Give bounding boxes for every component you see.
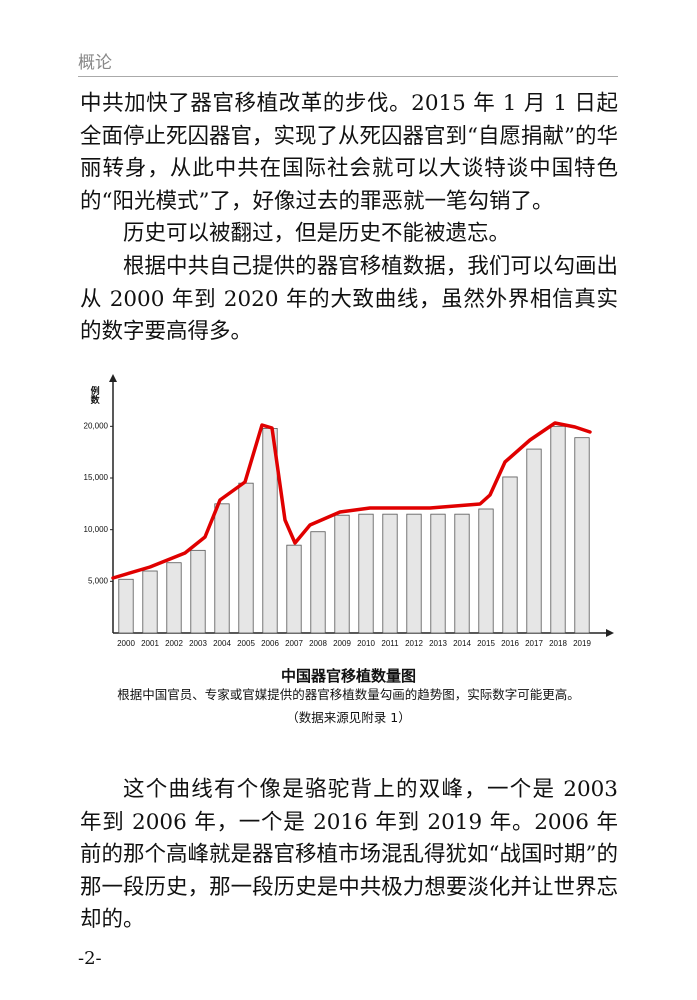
chart: 5,000 10,000 15,000 20,000 例数 2000 2001 2002 2… (84, 374, 614, 648)
bar (166, 562, 182, 634)
bar (310, 531, 326, 634)
paragraph: 历史可以被翻过，但是历史不能被遗忘。 (123, 221, 511, 246)
x-tick-label: 2009 (333, 639, 351, 648)
running-header: 概论 (78, 53, 112, 73)
y-tick-label: 10,000 (84, 525, 109, 534)
chart-source: （数据来源见附录 1） (286, 710, 411, 725)
paragraph: 根据中共自己提供的器官移植数据，我们可以勾画出从 2000 年到 2020 年的… (80, 254, 618, 345)
bar (334, 514, 350, 634)
bar (358, 513, 374, 634)
page-number: -2- (78, 948, 102, 969)
bar (382, 513, 398, 634)
y-axis-arrow (109, 374, 117, 382)
x-tick-label: 2000 (117, 639, 135, 648)
bar (454, 513, 470, 634)
bar (574, 437, 590, 634)
bar (406, 513, 422, 634)
x-tick-label: 2006 (261, 639, 279, 648)
x-tick-label: 2001 (141, 639, 159, 648)
x-tick-label: 2007 (285, 639, 303, 648)
x-axis-arrow (606, 629, 614, 637)
y-axis-label: 例数 (89, 385, 100, 405)
y-tick-label: 15,000 (84, 473, 109, 482)
x-tick-label: 2013 (429, 639, 447, 648)
bar (190, 549, 206, 634)
trend-curve (111, 421, 592, 580)
y-tick-label: 5,000 (88, 576, 109, 585)
bar (502, 476, 518, 634)
chart-title: 中国器官移植数量图 (280, 667, 416, 685)
x-tick-label: 2012 (405, 639, 423, 648)
bar (286, 544, 302, 634)
bar (214, 503, 230, 634)
x-tick-label: 2005 (237, 639, 255, 648)
x-tick-label: 2015 (477, 639, 495, 648)
bar (118, 578, 134, 634)
y-tick-label: 20,000 (84, 421, 109, 430)
paragraph: 中共加快了器官移植改革的步伐。2015 年 1 月 1 日起全面停止死囚器官，实… (80, 91, 618, 214)
x-tick-label: 2003 (189, 639, 207, 648)
bar (550, 425, 566, 634)
bar (526, 448, 542, 634)
x-tick-label: 2016 (501, 639, 519, 648)
x-tick-label: 2018 (549, 639, 567, 648)
x-tick-label: 2010 (357, 639, 375, 648)
bar (142, 570, 158, 634)
x-tick-label: 2019 (573, 639, 591, 648)
bar (430, 513, 446, 634)
header-rule (78, 76, 618, 77)
chart-caption: 根据中国官员、专家或官媒提供的器官移植数量勾画的趋势图，实际数字可能更高。 (117, 687, 580, 702)
bar (238, 482, 254, 634)
x-tick-label: 2017 (525, 639, 543, 648)
x-tick-label: 2002 (165, 639, 183, 648)
x-tick-label: 2004 (213, 639, 231, 648)
x-tick-label: 2008 (309, 639, 327, 648)
x-tick-label: 2011 (381, 639, 399, 648)
paragraph: 这个曲线有个像是骆驼背上的双峰，一个是 2003 年到 2006 年，一个是 2… (80, 777, 618, 933)
x-tick-label: 2014 (453, 639, 471, 648)
bar (478, 508, 494, 634)
